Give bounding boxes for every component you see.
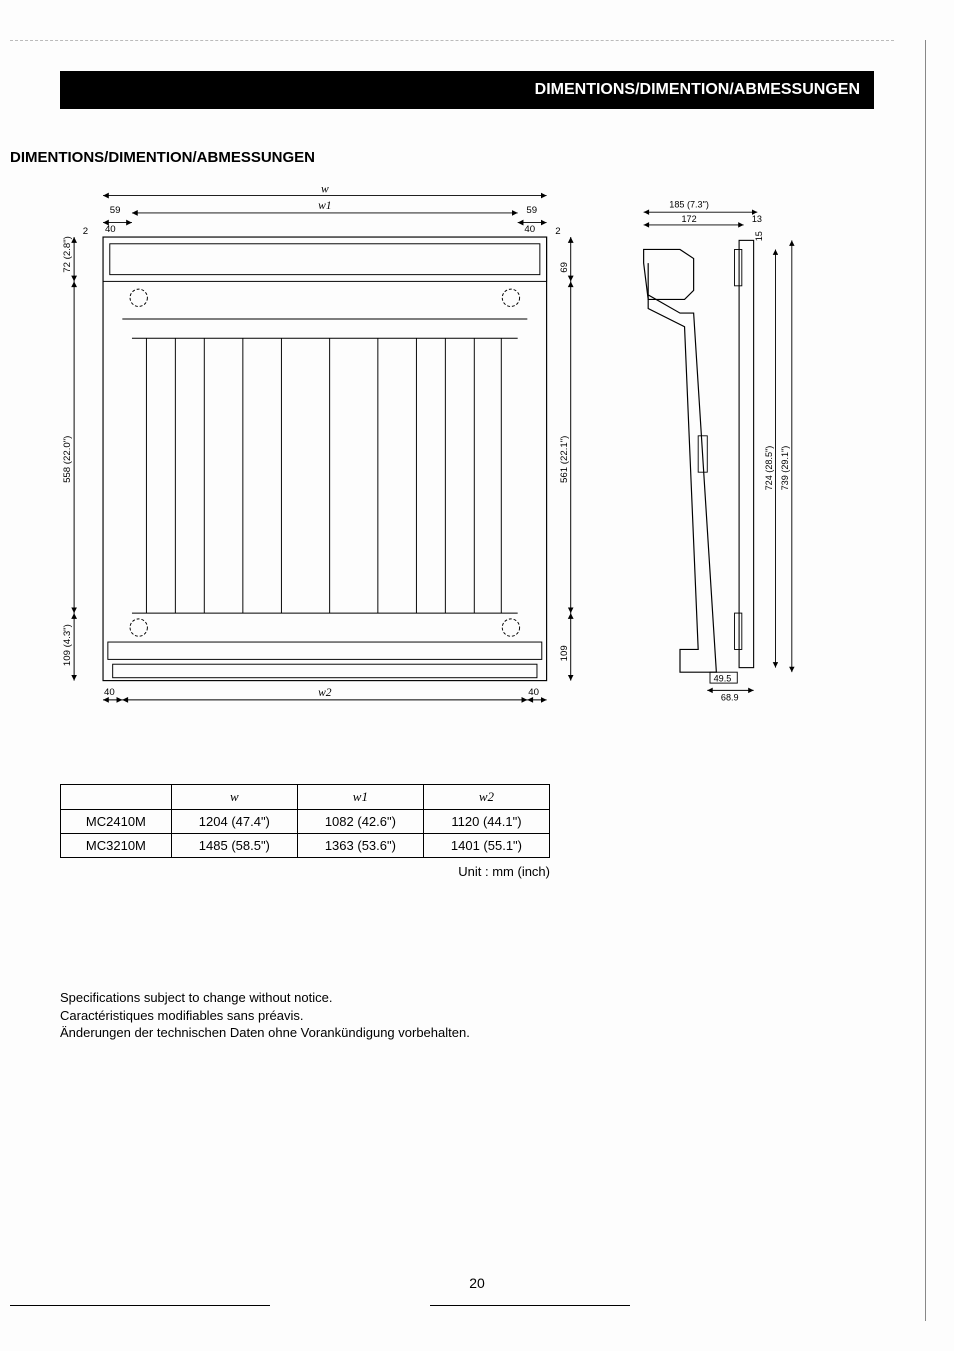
footnote-en: Specifications subject to change without… (60, 989, 894, 1007)
col-w2: w2 (423, 785, 549, 810)
svg-text:59: 59 (110, 205, 121, 216)
svg-text:558 (22.0"): 558 (22.0") (62, 436, 73, 483)
svg-text:68.9: 68.9 (721, 692, 739, 702)
svg-text:739 (29.1"): 739 (29.1") (780, 446, 790, 491)
svg-text:40: 40 (528, 687, 539, 698)
svg-text:109: 109 (559, 645, 570, 661)
table-row: MC3210M 1485 (58.5") 1363 (53.6") 1401 (… (61, 834, 550, 858)
svg-text:2: 2 (555, 226, 560, 237)
dim-w1: w1 (318, 199, 332, 212)
section-heading: DIMENTIONS/DIMENTION/ABMESSUNGEN (10, 149, 894, 166)
svg-text:724 (28.5"): 724 (28.5") (764, 446, 774, 491)
footnotes: Specifications subject to change without… (60, 989, 894, 1042)
svg-text:59: 59 (526, 205, 537, 216)
svg-text:72 (2.8"): 72 (2.8") (62, 236, 73, 273)
footnote-fr: Caractéristiques modifiables sans préavi… (60, 1007, 894, 1025)
svg-text:2: 2 (83, 226, 88, 237)
dim-w: w (321, 183, 329, 196)
table-header-row: w w1 w2 (61, 785, 550, 810)
svg-text:185 (7.3"): 185 (7.3") (669, 200, 709, 210)
col-model (61, 785, 172, 810)
svg-text:561 (22.1"): 561 (22.1") (559, 436, 570, 483)
svg-text:40: 40 (524, 224, 535, 235)
drawings-container: w w1 59 40 2 59 40 2 (40, 184, 894, 724)
svg-text:109 (4.3"): 109 (4.3") (62, 624, 73, 666)
banner: DIMENTIONS/DIMENTION/ABMESSUNGEN (60, 71, 874, 109)
front-view-diagram: w w1 59 40 2 59 40 2 (40, 184, 600, 724)
banner-title: DIMENTIONS/DIMENTION/ABMESSUNGEN (535, 81, 860, 98)
svg-text:13: 13 (752, 214, 762, 224)
svg-text:15: 15 (754, 231, 764, 241)
table-row: MC2410M 1204 (47.4") 1082 (42.6") 1120 (… (61, 810, 550, 834)
svg-text:172: 172 (682, 214, 697, 224)
svg-text:49.5: 49.5 (714, 673, 732, 683)
col-w: w (171, 785, 297, 810)
svg-text:40: 40 (105, 224, 116, 235)
svg-text:69: 69 (559, 262, 570, 273)
page-number: 20 (0, 1275, 954, 1291)
dimensions-table: w w1 w2 MC2410M 1204 (47.4") 1082 (42.6"… (60, 784, 550, 858)
footnote-de: Änderungen der technischen Daten ohne Vo… (60, 1024, 894, 1042)
unit-note: Unit : mm (inch) (60, 864, 550, 879)
svg-text:w2: w2 (318, 686, 332, 699)
svg-text:40: 40 (104, 687, 115, 698)
col-w1: w1 (297, 785, 423, 810)
side-view-diagram: 185 (7.3") 172 13 15 724 (28.5") 739 (29… (630, 184, 830, 724)
